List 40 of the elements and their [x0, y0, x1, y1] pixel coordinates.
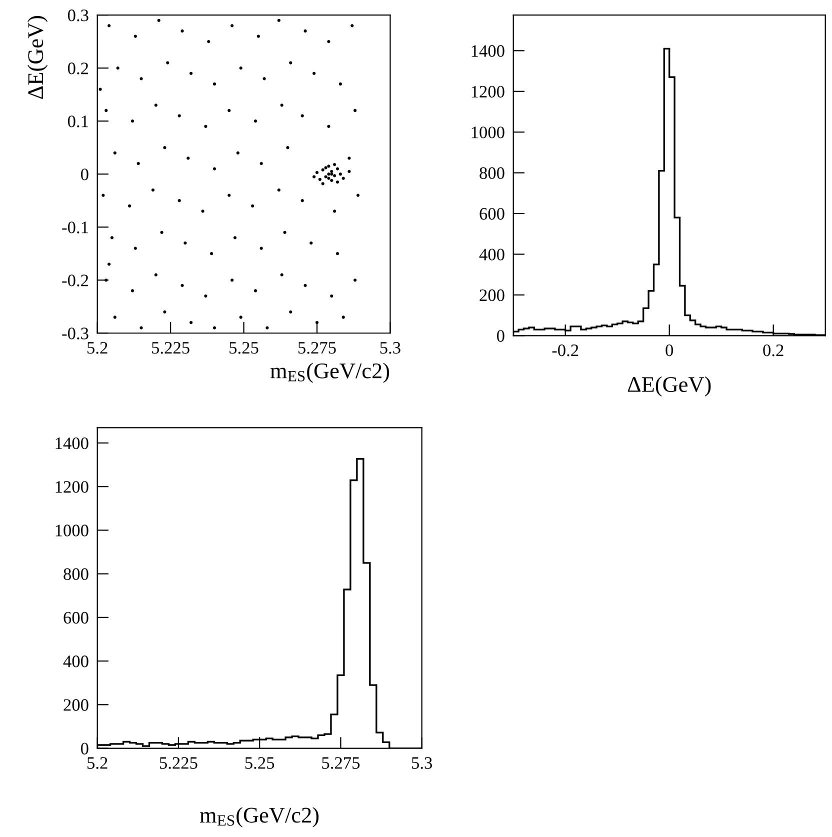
y-tick-label: 400 — [63, 656, 88, 668]
y-axis-title: ΔE(GeV) — [27, 16, 48, 99]
x-tick-label: 5.3 — [412, 757, 432, 769]
y-tick-label: 200 — [64, 699, 88, 711]
x-tick-label: 5.225 — [152, 342, 190, 354]
y-tick-label: 0.3 — [68, 10, 88, 22]
x-tick-label: 5.25 — [245, 757, 274, 769]
y-tick-label: 0.2 — [68, 62, 88, 74]
y-tick-label: -0.1 — [62, 222, 88, 234]
x-axis-title: m$_{ES}$(GeV/c2) — [270, 362, 390, 383]
y-tick-label: 1400 — [56, 437, 88, 450]
y-tick-label: 0.1 — [68, 116, 88, 128]
y-tick-label: 800 — [64, 568, 88, 580]
x-tick-label: 5.2 — [88, 342, 108, 354]
y-tick-label: 1400 — [472, 45, 504, 57]
y-tick-label: 0 — [80, 168, 88, 180]
x-tick-label: 5.275 — [322, 757, 360, 769]
x-axis-title: ΔE(GeV) — [628, 376, 711, 397]
y-tick-label: 600 — [480, 208, 504, 220]
y-tick-label: 1000 — [472, 126, 504, 138]
y-tick-label: 800 — [480, 167, 504, 179]
y-tick-label: -0.3 — [62, 328, 88, 340]
x-axis-title: m$_{ES}$(GeV/c2) — [200, 807, 319, 828]
y-tick-label: 0 — [496, 330, 504, 342]
x-tick-label: 5.3 — [380, 342, 400, 354]
x-tick-label: 5.25 — [230, 342, 258, 354]
y-tick-label: 1000 — [56, 524, 88, 536]
x-tick-label: 5.225 — [160, 757, 198, 769]
y-tick-label: 600 — [64, 612, 88, 624]
y-tick-label: 400 — [479, 248, 504, 260]
x-tick-label: 5.2 — [88, 757, 108, 769]
x-tick-label: 0 — [666, 344, 674, 356]
y-tick-label: 0 — [80, 742, 88, 754]
y-tick-label: 200 — [480, 289, 504, 302]
x-tick-label: 0.2 — [763, 344, 784, 356]
y-tick-label: -0.2 — [62, 274, 88, 286]
x-tick-label: 5.275 — [298, 342, 336, 354]
y-tick-label: 1200 — [56, 481, 88, 493]
x-tick-label: -0.2 — [552, 344, 578, 356]
y-tick-label: 1200 — [472, 86, 504, 98]
